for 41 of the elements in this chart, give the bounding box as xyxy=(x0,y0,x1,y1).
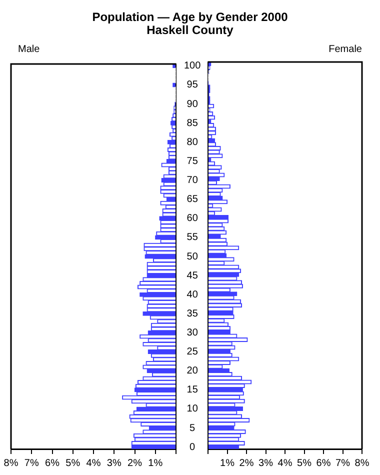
y-tick-label: 15 xyxy=(186,384,198,396)
y-tick-label: 70 xyxy=(186,175,198,186)
y-tick-label: 10 xyxy=(186,404,198,415)
y-tick-label: 45 xyxy=(186,270,198,282)
x-tick-label: 6% xyxy=(316,458,331,469)
chart-title: Population — Age by Gender 2000 xyxy=(91,10,289,24)
y-tick-label: 5 xyxy=(190,422,196,434)
x-tick-label: 8% xyxy=(4,458,18,469)
y-tick-label: 90 xyxy=(186,98,198,110)
y-tick-label: 35 xyxy=(186,308,198,320)
y-tick-label: 0 xyxy=(190,442,196,453)
x-tick-label: 7% xyxy=(336,458,350,469)
x-tick-label: 4% xyxy=(278,458,292,469)
x-tick-label: 7% xyxy=(24,458,39,469)
y-tick-label: 85 xyxy=(186,118,198,129)
x-tick-label: 2% xyxy=(128,458,142,469)
y-tick-label: 25 xyxy=(186,346,198,358)
x-tick-label: 6% xyxy=(45,458,60,469)
x-tick-label: 3% xyxy=(258,458,274,469)
y-tick-label: 55 xyxy=(186,232,198,244)
y-tick-label: 50 xyxy=(186,251,198,262)
y-tick-label: 65 xyxy=(186,194,198,206)
y-axis-title: Female xyxy=(328,44,362,55)
y-tick-label: 80 xyxy=(186,136,198,148)
x-tick-label: 4% xyxy=(86,458,101,469)
x-tick-label: 1% xyxy=(220,458,235,469)
x-tick-label: 3% xyxy=(106,458,122,469)
y-axis-title: Male xyxy=(18,44,40,55)
x-tick-label: 5% xyxy=(297,458,312,469)
y-tick-label: 60 xyxy=(186,213,198,224)
y-tick-label: 40 xyxy=(186,289,198,300)
x-tick-label: 5% xyxy=(66,458,80,469)
y-tick-label: 30 xyxy=(186,327,198,338)
y-tick-label: 95 xyxy=(186,80,198,91)
chart-subtitle: Haskell County xyxy=(146,23,234,37)
x-tick-label: 2% xyxy=(239,458,254,469)
x-tick-label: 8% xyxy=(354,458,370,469)
x-tick-label: 1% xyxy=(148,458,163,469)
y-tick-label: 20 xyxy=(186,366,198,377)
y-tick-label: 75 xyxy=(186,156,198,167)
y-tick-label: 100 xyxy=(184,60,202,72)
